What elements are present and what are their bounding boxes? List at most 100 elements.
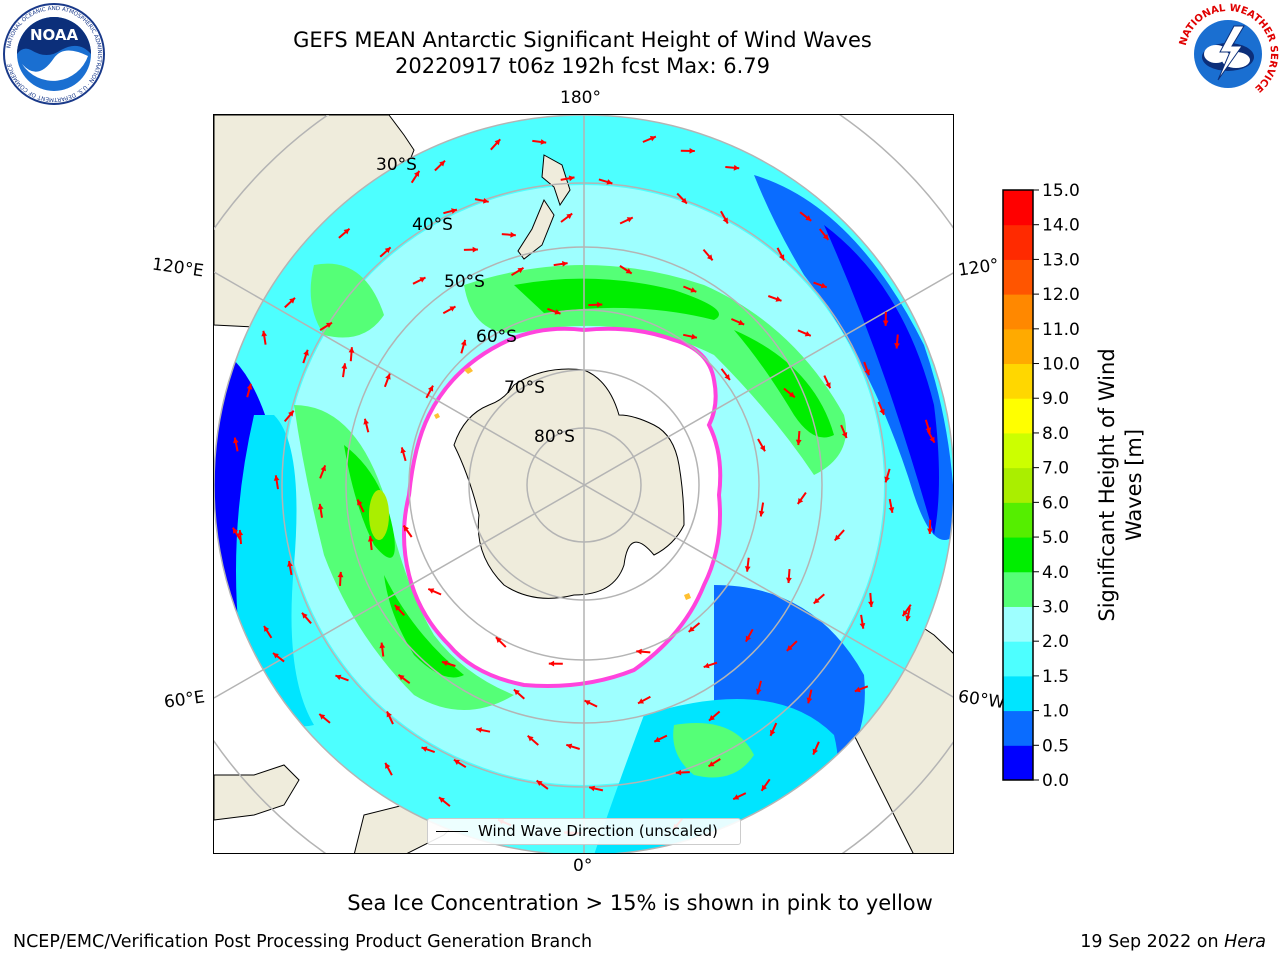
wave-arrow-head <box>688 626 695 632</box>
wave-arrow-head <box>472 246 478 253</box>
wave-arrow-head <box>527 735 534 742</box>
colorbar-block <box>1003 675 1033 712</box>
wave-arrow-head <box>626 217 633 223</box>
wave-arrow-head <box>788 391 795 398</box>
wave-arrow-head <box>363 418 369 425</box>
wave-arrow-head <box>513 689 520 696</box>
wave-arrow-head <box>398 674 405 681</box>
wave-arrow-head <box>786 577 792 583</box>
wave-arrow-head <box>264 626 270 632</box>
colorbar-tick-label: 14.0 <box>1042 216 1080 236</box>
legend-label: Wind Wave Direction (unscaled) <box>478 822 718 840</box>
colorbar-tick-label: 5.0 <box>1042 528 1069 548</box>
wave-arrow-head <box>495 637 502 643</box>
lon-label-upper-left: 120°E <box>150 254 205 282</box>
wave-arrow-head <box>636 648 642 655</box>
wave-arrow-head <box>449 306 456 312</box>
wave-height-field <box>214 115 953 853</box>
wave-arrow-head <box>722 217 728 224</box>
chart-subtitle: 20220917 t06z 192h fcst Max: 6.79 <box>395 54 770 78</box>
colorbar-tick-label: 4.0 <box>1042 563 1069 583</box>
wave-arrow-head <box>690 287 697 293</box>
colorbar-block <box>1003 432 1033 469</box>
wave-arrow-head <box>708 761 715 767</box>
colorbar-block <box>1003 224 1033 260</box>
colorbar-tick-label: 0.5 <box>1042 736 1069 756</box>
wave-arrow-head <box>439 160 445 167</box>
wave-arrow-head <box>273 475 280 481</box>
wave-arrow-head <box>759 445 765 452</box>
wave-arrow-head <box>394 605 401 611</box>
wave-arrow-head <box>797 498 804 504</box>
wave-arrow-head <box>770 729 776 736</box>
wave-arrow-head <box>733 794 740 800</box>
colorbar-block <box>1003 294 1033 330</box>
wave-arrow-head <box>385 373 391 380</box>
sea-ice-note: Sea Ice Concentration > 15% is shown in … <box>347 891 933 915</box>
wave-arrow-head <box>326 322 332 328</box>
colorbar-tick-label: 9.0 <box>1042 389 1069 409</box>
wave-arrow-head <box>232 527 239 534</box>
noaa-logo: NOAA NATIONAL OCEANIC AND ATMOSPHERIC AD… <box>3 3 105 105</box>
colorbar-tick-label: 1.0 <box>1042 702 1069 722</box>
colorbar-block <box>1003 259 1033 295</box>
wave-arrow-head <box>691 333 697 340</box>
colorbar-tick-label: 0.0 <box>1042 771 1069 791</box>
legend-line-swatch <box>436 831 468 832</box>
colorbar-block <box>1003 398 1033 434</box>
wave-arrow-head <box>384 247 391 254</box>
colorbar-tick-label: 11.0 <box>1042 320 1080 340</box>
wave-arrow-head <box>419 277 426 283</box>
colorbar-block <box>1003 641 1033 677</box>
wave-arrow-head <box>834 534 841 541</box>
wave-arrow-head <box>317 503 324 510</box>
wave-arrow-head <box>864 369 870 376</box>
wave-arrow-head <box>548 660 555 667</box>
wave-arrow-head <box>302 612 308 619</box>
lat-label-40: 40°S <box>412 215 453 235</box>
wave-arrow-head <box>357 499 363 506</box>
map-frame: 30°S 40°S 50°S 60°S 70°S 80°S <box>213 114 954 854</box>
wave-arrow-head <box>738 319 745 326</box>
wave-arrow-head <box>288 410 294 417</box>
credit-right: 19 Sep 2022 on Hera <box>1080 932 1266 952</box>
wave-arrow-head <box>421 746 428 752</box>
wave-arrow-head <box>786 645 793 651</box>
wave-arrow-head <box>882 320 889 326</box>
colorbar-blocks <box>1003 190 1033 781</box>
wave-arrow-head <box>675 769 682 776</box>
wave-arrow-head <box>745 635 751 642</box>
wave-arrow-head <box>761 784 767 791</box>
wave-arrow-head <box>606 179 613 185</box>
wave-arrow-head <box>385 762 391 769</box>
wave-arrow-head <box>804 331 811 337</box>
colorbar-tick-label: 8.0 <box>1042 424 1069 444</box>
wave-arrow-head <box>902 610 909 617</box>
colorbar-block <box>1003 537 1033 573</box>
wave-arrow-head <box>733 164 740 171</box>
wave-arrow-head <box>303 349 309 356</box>
colorbar-block <box>1003 745 1033 781</box>
colorbar-tick-label: 15.0 <box>1042 181 1080 201</box>
wave-arrow-head <box>756 688 762 695</box>
colorbar-tick-label: 7.0 <box>1042 459 1069 479</box>
colorbar-block <box>1003 190 1033 226</box>
wave-arrow-head <box>261 330 268 337</box>
colorbar-tick-label: 1.5 <box>1042 667 1069 687</box>
wave-arrow-head <box>233 437 239 444</box>
nws-logo: NATIONAL WEATHER SERVICE <box>1178 3 1279 104</box>
credit-left: NCEP/EMC/Verification Post Processing Pr… <box>13 932 593 952</box>
colorbar-ticks: 0.0 0.5 1.0 1.5 2.0 3.0 4.0 5.0 6.0 7.0 8.0 9.0 10.0… <box>1033 181 1080 791</box>
map-legend: Wind Wave Direction (unscaled) <box>427 818 741 845</box>
wave-arrow-head <box>536 780 543 786</box>
wave-arrow-head <box>822 234 829 240</box>
colorbar-block <box>1003 467 1033 503</box>
wave-arrow-head <box>451 208 457 214</box>
wave-arrow-head <box>884 476 890 483</box>
colorbar-block <box>1003 328 1033 365</box>
wave-arrow-head <box>287 561 293 567</box>
chart-title: GEFS MEAN Antarctic Significant Height o… <box>293 28 872 52</box>
wave-arrow-head <box>483 198 489 204</box>
wave-arrow-head <box>879 408 885 415</box>
colorbar-tick-label: 6.0 <box>1042 493 1069 513</box>
